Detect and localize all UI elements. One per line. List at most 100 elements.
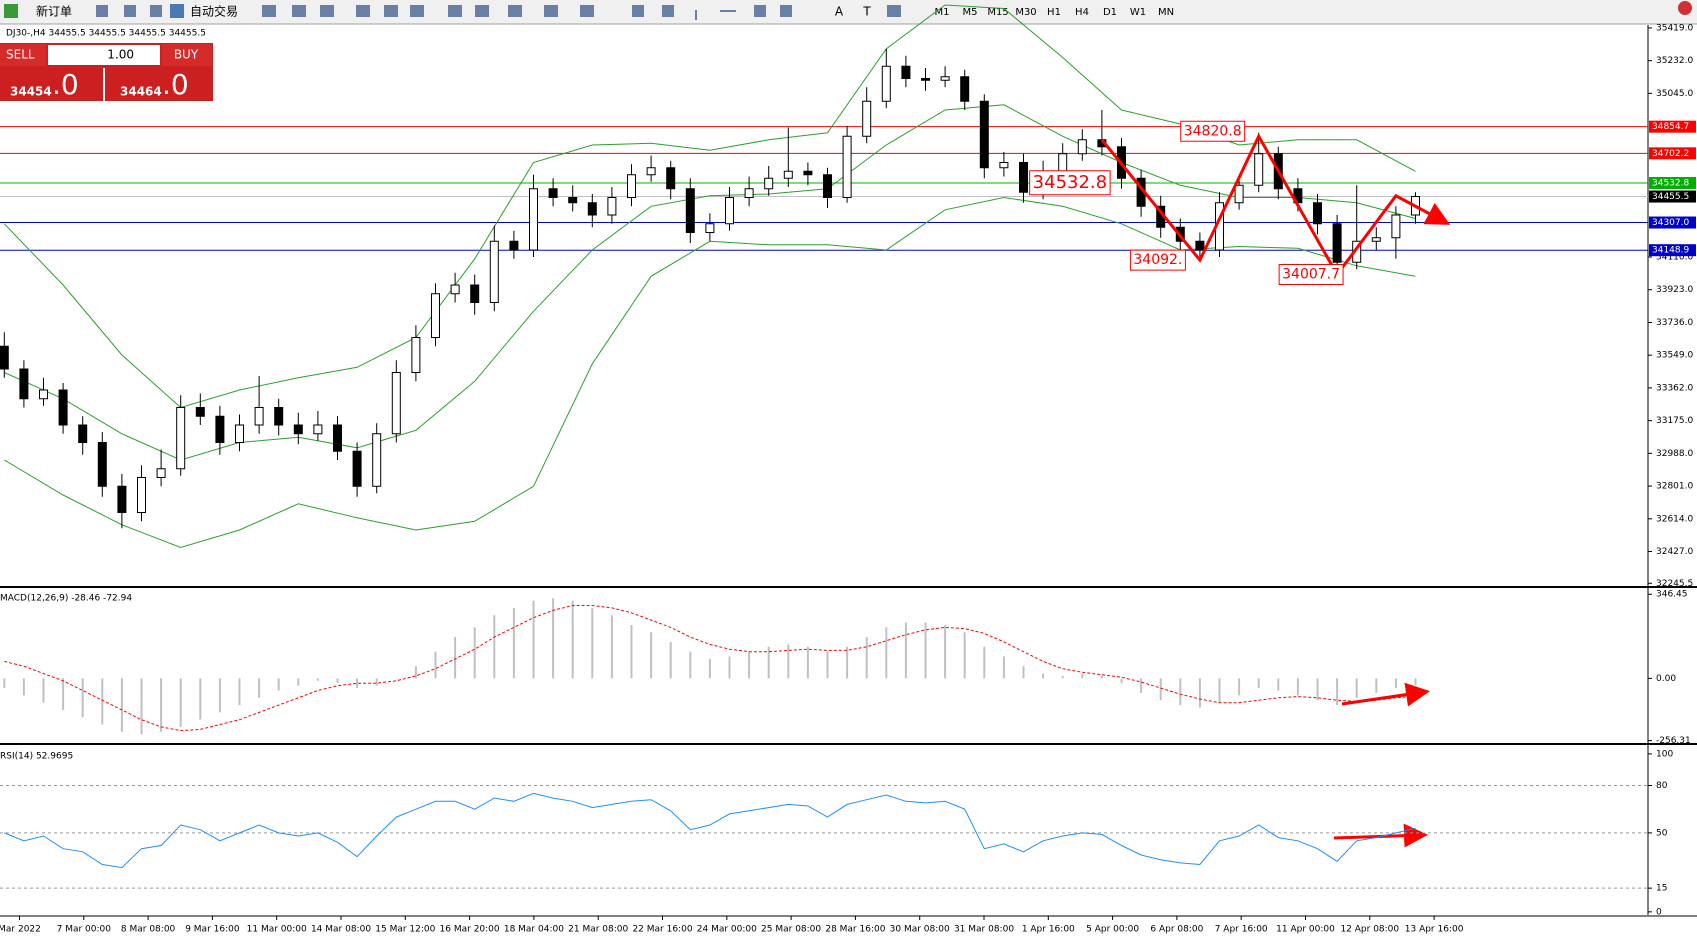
price-tag-label: 34854.7 xyxy=(1652,122,1689,132)
candle-body xyxy=(627,174,636,198)
timeframe-button[interactable]: M1 xyxy=(935,7,950,18)
annotation: 34007.7 xyxy=(1282,267,1340,283)
macd-bar xyxy=(1042,673,1045,679)
y-tick-label: -256.31 xyxy=(1656,736,1691,746)
macd-bar xyxy=(904,622,907,679)
chart-info: DJ30-,H4 34455.5 34455.5 34455.5 34455.5 xyxy=(6,29,206,39)
candle-body xyxy=(607,197,617,216)
timeframe-button[interactable]: H4 xyxy=(1075,7,1089,18)
macd-bar xyxy=(1238,678,1241,696)
candle-body xyxy=(489,240,499,303)
macd-bar xyxy=(414,666,417,679)
candle-body xyxy=(783,170,793,179)
macd-bar xyxy=(591,607,594,679)
macd-bar xyxy=(1002,656,1005,679)
new-order-icon[interactable] xyxy=(4,4,18,18)
candle-body xyxy=(725,197,734,225)
macd-bar xyxy=(101,678,104,725)
candle-body xyxy=(450,284,460,295)
macd-bar xyxy=(689,651,692,679)
x-tick-label: 21 Mar 08:00 xyxy=(568,925,628,935)
candle-body xyxy=(1077,139,1087,155)
candle-body xyxy=(823,174,832,198)
lot-input[interactable] xyxy=(48,45,160,65)
lot-value[interactable]: 1.00 xyxy=(107,48,134,62)
candle-body xyxy=(1313,202,1322,225)
buy-button[interactable] xyxy=(162,44,212,66)
candle-body xyxy=(979,100,989,169)
timeframe-button[interactable]: M30 xyxy=(1015,7,1036,18)
annotation-box xyxy=(1129,249,1186,271)
buy-label[interactable]: BUY xyxy=(174,48,199,62)
y-tick-label: 34110.0 xyxy=(1656,253,1693,263)
candle-body xyxy=(39,389,48,400)
macd-bar xyxy=(1022,666,1025,679)
macd-trend-arrow xyxy=(1341,682,1430,707)
timeframe-button[interactable]: D1 xyxy=(1103,7,1117,18)
macd-bar xyxy=(1394,678,1397,689)
toolbar xyxy=(0,0,1697,24)
macd-bar xyxy=(179,678,182,727)
annotation-box xyxy=(1278,264,1344,285)
macd-bar xyxy=(885,627,888,679)
macd-signal xyxy=(4,605,1416,732)
candle-body xyxy=(509,240,519,251)
candle-body xyxy=(333,424,342,452)
x-tick-label: 22 Mar 16:00 xyxy=(632,925,692,935)
macd-bar xyxy=(336,678,339,684)
y-tick-label: 33736.0 xyxy=(1656,318,1693,328)
x-tick-label: 31 Mar 08:00 xyxy=(954,925,1014,935)
macd-bar xyxy=(140,678,143,735)
x-tick-label: 14 Mar 08:00 xyxy=(311,925,371,935)
price-tag-label: 34307.0 xyxy=(1652,218,1689,228)
x-tick-label: 24 Mar 00:00 xyxy=(697,925,757,935)
candle-body xyxy=(862,100,872,137)
macd-bar xyxy=(1414,678,1417,686)
y-tick-label: 0.00 xyxy=(1656,674,1676,684)
sell-button[interactable] xyxy=(0,44,46,66)
macd-bar xyxy=(708,658,711,679)
indicator-title: MACD(12,26,9) -28.46 -72.94 xyxy=(0,594,132,604)
toolbar-tool[interactable]: A xyxy=(835,5,844,19)
y-tick-label: 80 xyxy=(1656,781,1668,791)
candle-body xyxy=(156,468,166,478)
x-tick-label: 6 Apr 08:00 xyxy=(1150,925,1203,935)
toolbar-button[interactable]: 自动交易 xyxy=(190,4,238,19)
macd-bar xyxy=(669,641,672,679)
macd-bar xyxy=(846,646,849,679)
rsi-line xyxy=(4,792,1416,869)
auto-trade-icon[interactable] xyxy=(170,4,184,18)
price-tag xyxy=(1649,177,1696,190)
macd-bar xyxy=(22,678,25,696)
macd-bar xyxy=(610,615,613,679)
candle-body xyxy=(803,170,813,176)
candle-body xyxy=(901,65,911,79)
macd-bar xyxy=(532,600,535,679)
alert-badge[interactable] xyxy=(1678,1,1692,15)
candle-body xyxy=(548,188,558,198)
macd-bar xyxy=(767,646,770,679)
timeframe-button[interactable]: H1 xyxy=(1047,7,1061,18)
candle-body xyxy=(529,188,538,251)
timeframe-button[interactable]: W1 xyxy=(1130,7,1146,18)
chart-area xyxy=(0,25,1648,915)
y-tick-label: 35419.0 xyxy=(1656,23,1693,33)
macd-bar xyxy=(650,632,653,679)
candle-body xyxy=(19,368,29,400)
y-tick-label: 33362.0 xyxy=(1656,383,1693,393)
toolbar-button[interactable]: 新订单 xyxy=(36,4,72,19)
toolbar-tool[interactable]: T xyxy=(862,5,871,19)
sell-label[interactable]: SELL xyxy=(6,48,35,62)
x-tick-label: 18 Mar 04:00 xyxy=(504,925,564,935)
timeframe-button[interactable]: M5 xyxy=(963,7,978,18)
macd-bar xyxy=(473,627,476,679)
price-tag-label: 34455.5 xyxy=(1652,192,1689,202)
candle-body xyxy=(0,345,9,370)
macd-bar xyxy=(1198,678,1201,708)
sell-price-fraction: .0 xyxy=(52,68,79,101)
timeframe-button[interactable]: M15 xyxy=(987,7,1008,18)
macd-bar xyxy=(493,615,496,679)
timeframe-button[interactable]: MN xyxy=(1158,7,1174,18)
candle-body xyxy=(235,424,244,443)
candle-body xyxy=(940,76,950,81)
